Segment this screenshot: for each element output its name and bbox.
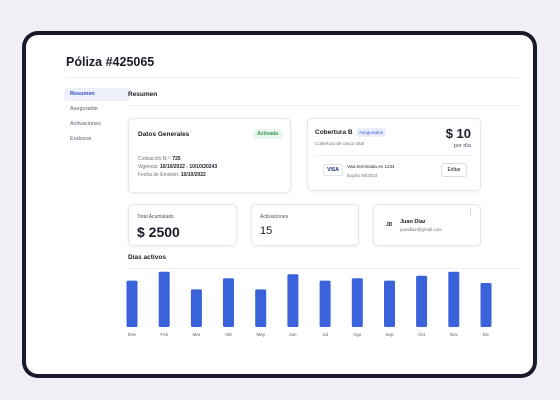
device-frame: Póliza #425065 Resumen Asegurable Activa…	[22, 31, 537, 378]
chart-bar	[190, 289, 202, 327]
user-name: Juan Diaz	[400, 219, 426, 225]
general-data-card: Datos Generales Activada Cotización N.º:…	[128, 118, 291, 193]
x-tick-label: Dic	[483, 332, 490, 337]
activations-card: Activaciones 15	[251, 204, 359, 246]
chart-bar	[158, 271, 170, 327]
issue-date-label: Fecha de Emisión:	[138, 172, 180, 178]
kebab-icon[interactable]: ⋮	[467, 209, 474, 216]
x-tick-label: Jun	[289, 332, 297, 337]
validity-value: 10/10/2022 - 10/10/20243	[159, 164, 218, 170]
app-screen: Póliza #425065 Resumen Asegurable Activa…	[26, 35, 533, 374]
total-label: Total Acumulado	[137, 214, 174, 220]
issue-date-row: Fecha de Emisión: 10/10/2022	[138, 172, 206, 178]
activations-label: Activaciones	[260, 214, 289, 220]
chart-bar	[287, 274, 299, 327]
coverage-price: $ 10	[445, 126, 471, 141]
x-tick-label: May	[256, 332, 265, 337]
x-tick-label: Mar	[193, 332, 201, 337]
chart-title: Días activos	[128, 254, 166, 261]
x-tick-label: Ago	[353, 332, 362, 337]
price-period: por día	[453, 143, 471, 149]
chart-divider	[128, 268, 519, 269]
avatar: JD	[386, 222, 393, 228]
chart-bar	[255, 289, 267, 327]
x-tick-label: Sep	[385, 332, 394, 337]
x-tick-label: Nov	[450, 332, 459, 337]
quote-value: 725	[172, 156, 181, 162]
edit-button[interactable]: Editar	[441, 163, 467, 177]
chart-bar	[480, 283, 492, 327]
user-email: juandiaz@gmail.com	[400, 227, 442, 232]
quote-label: Cotización N.º:	[138, 156, 171, 162]
page-title: Póliza #425065	[66, 55, 155, 69]
visa-card-icon: VISA	[323, 164, 343, 176]
coverage-divider	[315, 155, 473, 156]
card-expiry-text: Expira 08/2024	[347, 173, 378, 178]
coverage-description: Cobertura de casco total	[315, 141, 365, 146]
chart-bar	[319, 280, 331, 327]
total-card: Total Acumulado $ 2500	[128, 204, 237, 246]
sidebar-item-endosos[interactable]: Endosos	[70, 136, 92, 142]
chart-bar	[351, 278, 363, 327]
x-tick-label: Abr	[225, 332, 233, 337]
chart-bar	[223, 278, 234, 327]
general-data-title: Datos Generales	[138, 131, 190, 138]
coverage-card: Cobertura B Asegurados Cobertura de casc…	[307, 118, 481, 191]
sidebar-item-asegurable[interactable]: Asegurable	[70, 106, 98, 112]
sidebar-item-resumen[interactable]: Resumen	[64, 88, 130, 101]
validity-row: Vigencia: 10/10/2022 - 10/10/20243	[138, 164, 217, 170]
sidebar: Resumen Asegurable Activaciones Endosos	[64, 88, 130, 148]
chart-bar	[448, 271, 460, 327]
insured-badge: Asegurados	[356, 128, 387, 137]
coverage-name: Cobertura B	[315, 129, 353, 136]
chart-bar	[126, 280, 138, 327]
activations-value: 15	[260, 225, 273, 237]
card-ending-text: Visa terminada en 1234	[347, 164, 395, 169]
quote-row: Cotización N.º: 725	[138, 156, 181, 162]
chart-bar	[416, 275, 428, 327]
title-divider	[66, 77, 519, 78]
section-divider	[128, 105, 519, 106]
validity-label: Vigencia:	[138, 164, 159, 170]
x-tick-label: Feb	[160, 332, 168, 337]
x-tick-label: Oct	[418, 332, 426, 337]
sidebar-item-activaciones[interactable]: Activaciones	[70, 121, 101, 127]
issue-date-value: 10/10/2022	[180, 172, 206, 178]
user-card: JD Juan Diaz juandiaz@gmail.com ⋮	[373, 204, 481, 246]
x-tick-label: Ene	[128, 332, 137, 337]
total-value: $ 2500	[137, 224, 180, 240]
section-title: Resumen	[128, 91, 158, 98]
chart-bar	[384, 280, 395, 327]
x-tick-label: Jul	[322, 332, 328, 337]
status-badge: Activada	[253, 129, 282, 139]
